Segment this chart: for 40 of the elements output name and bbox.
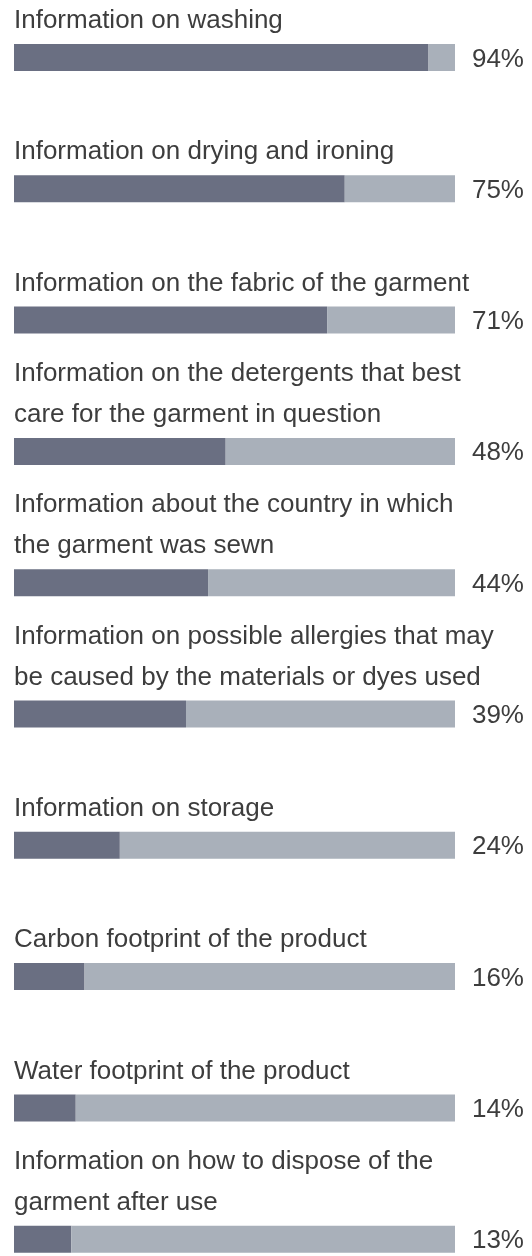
y-tick-label: Information on possible allergies that may be caused by the materials or dyes used	[14, 619, 494, 691]
y-tick-label: Information about the country in which the garment was sewn	[14, 488, 454, 560]
y-tick-label: Information on the fabric of the garment	[14, 266, 471, 297]
bar	[327, 306, 455, 334]
bar	[14, 831, 120, 859]
data-label: 71%	[471, 305, 524, 336]
bar	[14, 963, 85, 991]
bar	[84, 963, 455, 991]
y-tick-label: Information on how to dispose of the garment after use	[14, 1144, 434, 1216]
y-tick-label: Information on washing	[14, 4, 283, 35]
bar	[14, 175, 345, 203]
data-label: 75%	[471, 173, 524, 204]
bar	[71, 1225, 455, 1253]
bar	[14, 700, 186, 728]
data-label: 13%	[471, 1224, 524, 1255]
y-tick-label: Water footprint of the product	[14, 1054, 351, 1085]
bar	[14, 569, 209, 597]
bar	[208, 569, 455, 597]
data-label: 16%	[471, 961, 524, 992]
bar	[14, 437, 226, 465]
bar	[185, 700, 455, 728]
y-tick-label: Carbon footprint of the product	[14, 923, 368, 954]
bar	[225, 437, 455, 465]
bar	[14, 44, 429, 71]
y-tick-label: Information on the detergents that best care for the garment in question	[14, 357, 462, 429]
data-label: 48%	[471, 436, 524, 467]
data-label: 44%	[471, 567, 524, 598]
bar	[14, 1225, 72, 1253]
y-tick-label: Information on storage	[14, 791, 275, 822]
bar	[344, 175, 455, 203]
bar	[428, 44, 455, 71]
data-label: 14%	[471, 1092, 524, 1123]
data-label: 24%	[471, 830, 524, 861]
bar	[14, 306, 328, 334]
data-label: 39%	[471, 699, 524, 729]
y-tick-label: Information on drying and ironing	[14, 135, 395, 166]
data-label: 94%	[471, 42, 524, 73]
bar	[14, 1094, 76, 1122]
bar	[75, 1094, 455, 1122]
bar	[119, 831, 455, 859]
